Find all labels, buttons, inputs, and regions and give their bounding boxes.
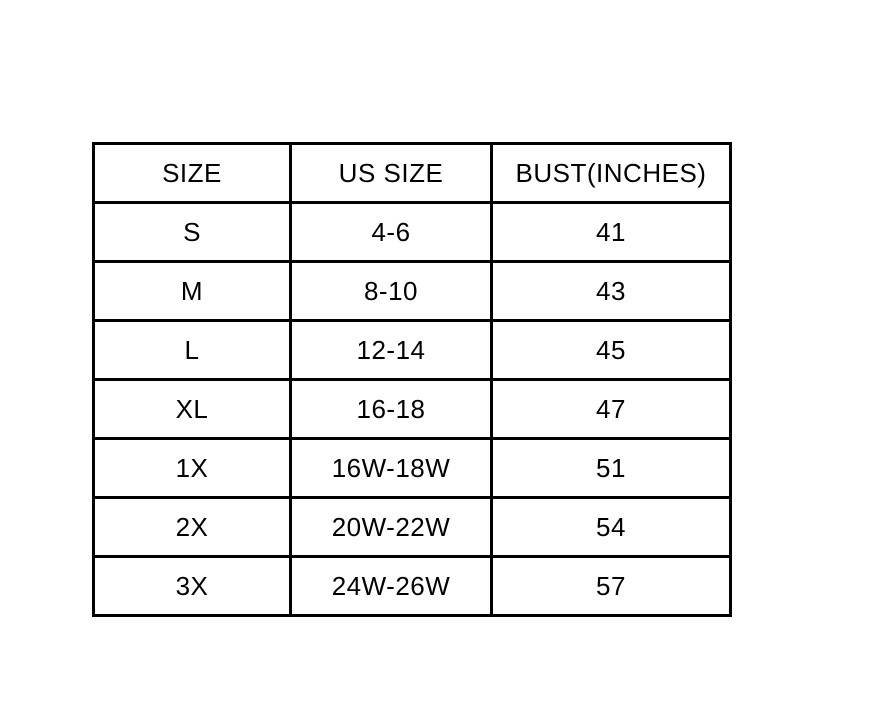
table-row: 2X 20W-22W 54: [92, 496, 732, 558]
cell-bust: 57: [490, 555, 732, 617]
cell-size: 1X: [92, 437, 292, 499]
cell-us-size: 16-18: [289, 378, 493, 440]
size-chart-table: SIZE US SIZE BUST(INCHES) S 4-6 41 M 8-1…: [92, 142, 732, 617]
cell-size: 2X: [92, 496, 292, 558]
cell-size: S: [92, 201, 292, 263]
table-row: XL 16-18 47: [92, 378, 732, 440]
cell-bust: 54: [490, 496, 732, 558]
cell-us-size: 8-10: [289, 260, 493, 322]
cell-bust: 51: [490, 437, 732, 499]
column-header-bust: BUST(INCHES): [490, 142, 732, 204]
cell-size: 3X: [92, 555, 292, 617]
cell-size: L: [92, 319, 292, 381]
cell-bust: 41: [490, 201, 732, 263]
cell-size: M: [92, 260, 292, 322]
column-header-us-size: US SIZE: [289, 142, 493, 204]
cell-bust: 45: [490, 319, 732, 381]
table-row: 1X 16W-18W 51: [92, 437, 732, 499]
cell-us-size: 20W-22W: [289, 496, 493, 558]
cell-us-size: 12-14: [289, 319, 493, 381]
header-row: SIZE US SIZE BUST(INCHES): [92, 142, 732, 204]
column-header-size: SIZE: [92, 142, 292, 204]
cell-size: XL: [92, 378, 292, 440]
cell-bust: 43: [490, 260, 732, 322]
cell-bust: 47: [490, 378, 732, 440]
cell-us-size: 24W-26W: [289, 555, 493, 617]
cell-us-size: 4-6: [289, 201, 493, 263]
table-row: 3X 24W-26W 57: [92, 555, 732, 617]
table-row: M 8-10 43: [92, 260, 732, 322]
cell-us-size: 16W-18W: [289, 437, 493, 499]
table-row: S 4-6 41: [92, 201, 732, 263]
table-row: L 12-14 45: [92, 319, 732, 381]
